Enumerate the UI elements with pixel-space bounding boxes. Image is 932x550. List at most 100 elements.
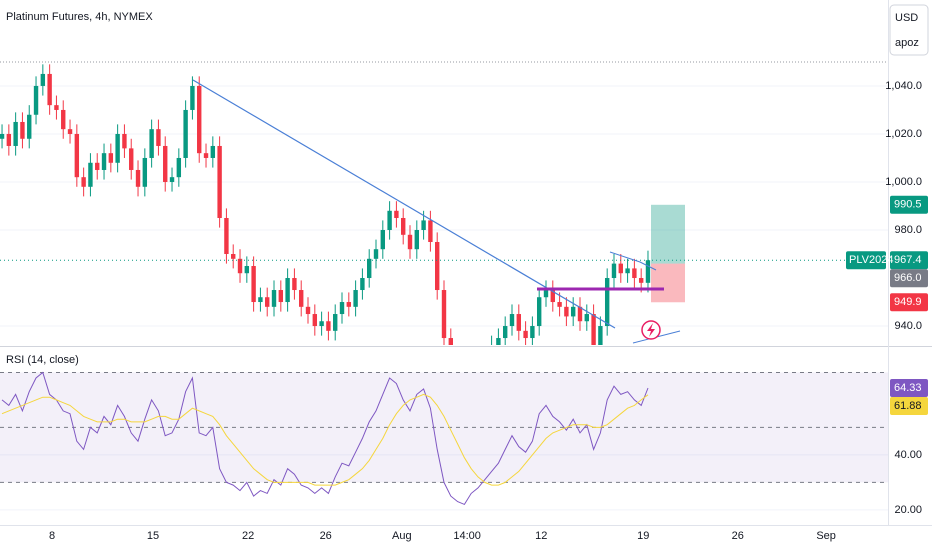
candle-body [339, 302, 345, 315]
rsi-title: RSI (14, close) [6, 354, 79, 366]
candle-body [129, 148, 134, 170]
candle-body [598, 326, 603, 345]
price-tag-label: 949.9 [894, 296, 922, 308]
x-tick-label: 19 [637, 530, 649, 542]
position-loss [651, 263, 685, 303]
candle-body [414, 230, 420, 250]
candle-body [394, 210, 399, 218]
currency: USD [895, 12, 918, 24]
candle-body [428, 220, 433, 243]
candle-body [95, 162, 100, 170]
candle-body [570, 306, 576, 317]
candle-body [176, 157, 182, 178]
candle-body [156, 129, 161, 146]
trend-line [192, 79, 616, 329]
price-tag [890, 379, 928, 398]
candle-body [135, 169, 141, 187]
candle-body [20, 121, 25, 139]
series-line [1, 371, 649, 506]
y-tick-label: 20.00 [894, 504, 922, 516]
x-tick-label: 22 [242, 530, 254, 542]
candle-body [387, 210, 392, 230]
candle-body [564, 306, 569, 317]
candle-body [0, 133, 5, 139]
candle-body [271, 290, 277, 307]
candle-body [604, 278, 610, 327]
chart-title: Platinum Futures, 4h, NYMEX [6, 11, 153, 23]
candle-body [543, 290, 549, 298]
triangle-line [609, 251, 657, 271]
candle-body [380, 230, 386, 250]
x-tick-label: 14:00 [453, 530, 481, 542]
candle-body [169, 177, 175, 182]
price-tag [890, 195, 928, 214]
symbol-tag [846, 251, 886, 270]
price-tag-label: 966.0 [894, 272, 922, 284]
candle-body [441, 290, 447, 339]
candle-body [373, 249, 379, 259]
candle-body [40, 73, 46, 86]
candle-body [258, 297, 263, 303]
candle-body [299, 290, 304, 307]
x-tick-label: 26 [320, 530, 332, 542]
x-tick-label: 8 [49, 530, 55, 542]
candle-body [407, 234, 413, 250]
candle-body [523, 330, 528, 339]
candle-body [237, 258, 243, 274]
price-tag-label: 61.88 [894, 400, 922, 412]
candle-body [496, 338, 501, 345]
candle-body [149, 129, 154, 158]
series-line [1, 393, 649, 486]
candle-body [231, 254, 236, 259]
candle-body [292, 278, 297, 291]
y-tick-label: 40.00 [894, 449, 922, 461]
y-tick-label: 980.0 [894, 224, 922, 236]
candle-body [448, 338, 453, 345]
candle-body [516, 314, 521, 331]
candle-body [577, 306, 583, 322]
candle-body [210, 145, 216, 158]
candle-body [285, 278, 290, 303]
x-tick-label: Sep [816, 530, 836, 542]
rsi-pane [0, 371, 888, 511]
candle-body [632, 268, 637, 279]
candle-body [591, 314, 596, 345]
candle-body [251, 266, 256, 303]
candle-body [618, 263, 623, 274]
candle-body [638, 278, 644, 283]
candle-body [584, 314, 589, 322]
user: apoz [895, 37, 919, 49]
candle-body [312, 314, 318, 327]
candle-body [61, 109, 66, 130]
candle-body [101, 153, 107, 170]
currency-box[interactable] [889, 4, 929, 56]
candle-body [197, 85, 202, 154]
candle-body [421, 220, 426, 230]
candle-body [333, 314, 338, 331]
candle-body [33, 85, 39, 115]
candle-body [74, 133, 80, 178]
x-tick-label: 26 [732, 530, 744, 542]
candle-body [163, 145, 168, 182]
candle-body [88, 162, 93, 187]
candle-body [265, 297, 270, 307]
y-tick-label: 1,040.0 [885, 80, 922, 92]
price-tag-label: 967.4 [894, 254, 922, 266]
price-pane [0, 64, 888, 345]
candle-body [502, 326, 508, 339]
drawings [192, 79, 681, 344]
price-tag [890, 397, 928, 416]
candle-body [346, 302, 352, 307]
price-tag [890, 293, 928, 312]
candle-body [122, 133, 127, 149]
price-tag-label: 990.5 [894, 199, 922, 211]
candle-body [13, 121, 18, 146]
candle-body [81, 177, 86, 187]
x-tick-label: Aug [392, 530, 412, 542]
candle-body [611, 263, 617, 279]
candle-body [6, 133, 12, 146]
candle-body [27, 114, 32, 139]
candle-body [217, 145, 222, 218]
